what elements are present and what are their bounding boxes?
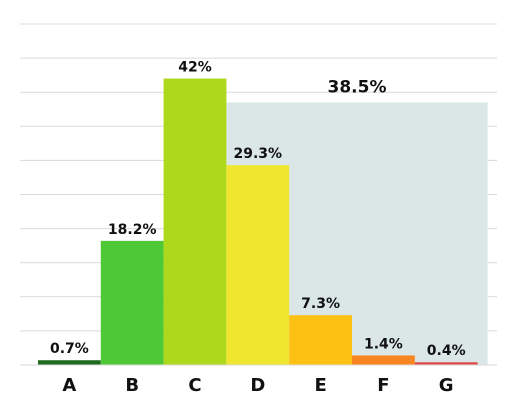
bar-f [352,355,415,365]
bar-g [414,362,478,366]
bar-d [226,165,290,365]
category-label-f: F [377,375,389,396]
category-label-g: G [439,375,454,396]
bar-a [38,360,101,365]
category-label-b: B [125,375,139,396]
category-labels: A B C D E F G [62,375,453,396]
category-label-e: E [314,375,326,396]
bar-c [163,78,227,365]
bar-e [289,315,352,365]
highlight-total-label: 38.5% [328,77,387,97]
bars: 0.7% 18.2% 42% 29.3% 7.3% 1.4% 0.4% [38,60,478,366]
value-label-f: 1.4% [364,336,403,352]
value-label-e: 7.3% [301,296,340,312]
value-label-b: 18.2% [108,222,157,238]
value-label-a: 0.7% [50,341,89,357]
category-label-d: D [250,375,265,396]
value-label-g: 0.4% [427,343,466,359]
bar-b [100,240,164,365]
category-label-c: C [188,375,201,396]
category-label-a: A [62,375,76,396]
value-label-d: 29.3% [234,146,283,162]
value-label-c: 42% [178,60,212,76]
